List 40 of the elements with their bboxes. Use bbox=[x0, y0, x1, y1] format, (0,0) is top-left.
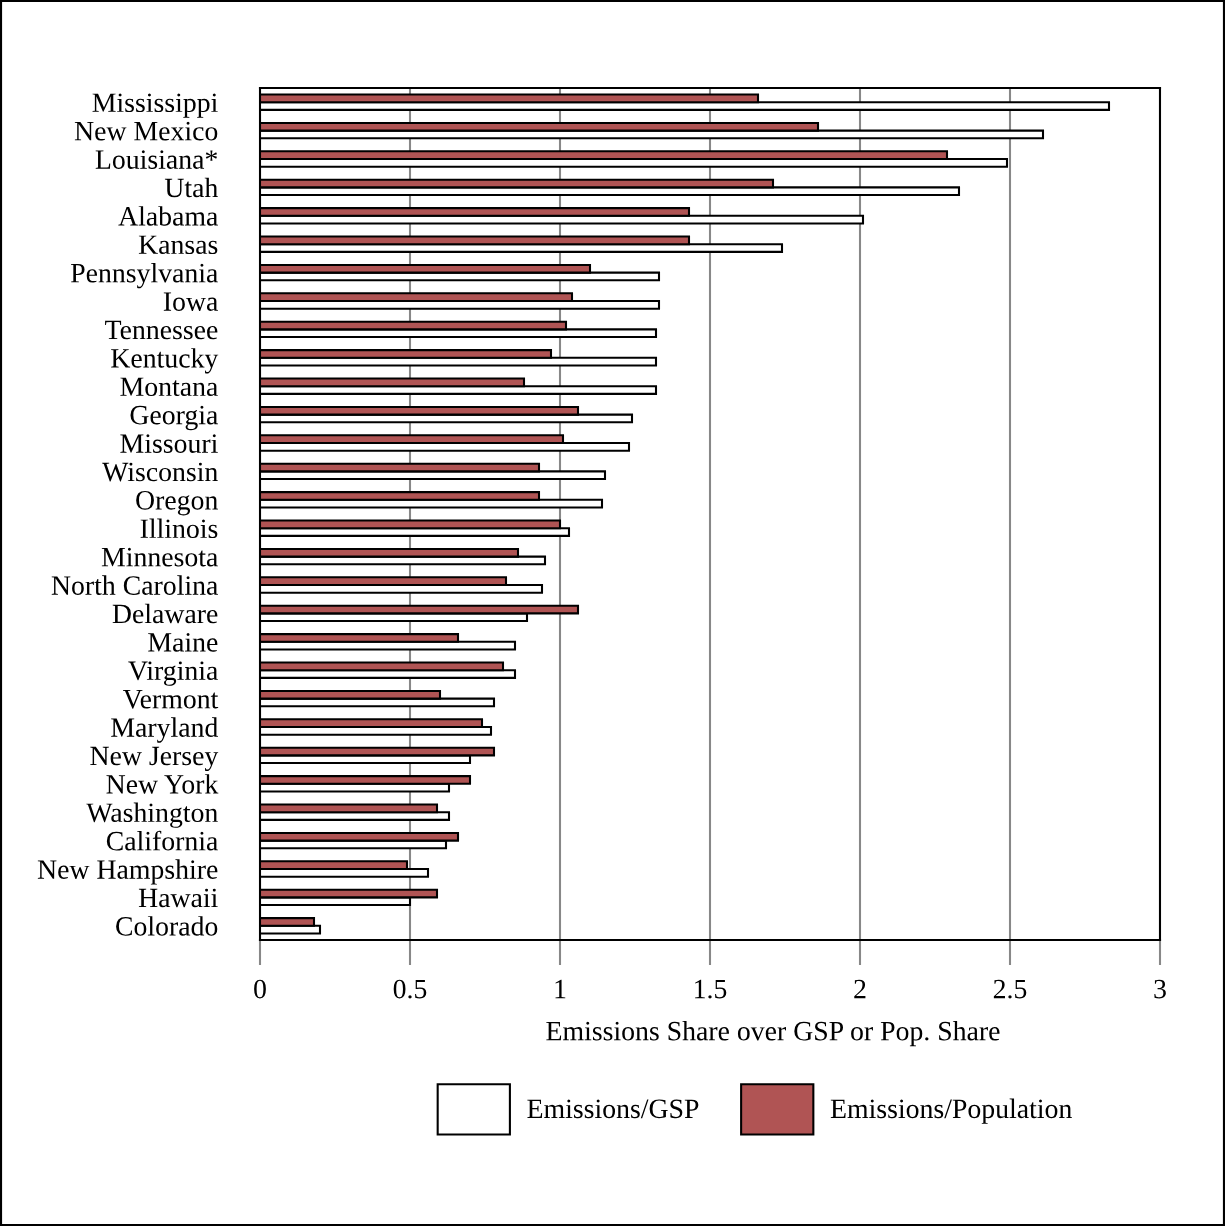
y-tick-label: Utah bbox=[164, 177, 218, 198]
x-tick-label: 3 bbox=[1154, 979, 1166, 999]
y-tick-label: Colorado bbox=[116, 916, 218, 936]
y-tick-label: Vermont bbox=[122, 690, 219, 709]
y-tick-label: Oregon bbox=[136, 491, 218, 516]
y-tick-label: Alabama bbox=[118, 206, 218, 226]
y-tick-label: Wisconsin bbox=[102, 462, 218, 482]
y-tick-label: Kansas bbox=[138, 235, 218, 255]
y-tick-label: Louisiana* bbox=[95, 150, 217, 169]
y-tick-label: Delaware bbox=[112, 603, 218, 624]
x-tick-label: 2.5 bbox=[993, 979, 1027, 999]
y-tick-label: Virginia bbox=[128, 661, 218, 686]
y-tick-label: Washington bbox=[86, 802, 218, 828]
y-tick-label: Tennessee bbox=[105, 320, 218, 340]
x-tick-label: 1.5 bbox=[695, 979, 727, 999]
y-tick-label: New Jersey bbox=[90, 746, 219, 771]
y-tick-label: Maine bbox=[148, 633, 218, 652]
y-tick-label: Kentucky bbox=[111, 348, 219, 374]
y-tick-label: Montana bbox=[120, 377, 218, 397]
x-tick-label: 0 bbox=[254, 979, 266, 999]
y-tick-label: Minnesota bbox=[101, 547, 218, 567]
y-tick-label: North Carolina bbox=[51, 575, 218, 595]
y-tick-label: Georgia bbox=[130, 405, 218, 431]
y-tick-label: Missouri bbox=[120, 434, 218, 453]
x-tick-label: 1 bbox=[555, 979, 566, 999]
y-tick-label: Pennsylvania bbox=[71, 262, 218, 289]
legend-label: Emissions/Population bbox=[830, 1098, 1072, 1124]
y-tick-label: New Mexico bbox=[74, 121, 218, 141]
x-tick-label: 0.5 bbox=[393, 979, 427, 999]
y-tick-label: New York bbox=[106, 774, 219, 794]
y-tick-label: Maryland bbox=[111, 717, 218, 743]
y-tick-label: Hawaii bbox=[138, 888, 218, 908]
legend-label: Emissions/GSP bbox=[527, 1099, 699, 1119]
y-tick-label: California bbox=[106, 830, 218, 851]
x-axis-title: Emissions Share over GSP or Pop. Share bbox=[546, 1020, 1000, 1047]
y-tick-label: Mississippi bbox=[92, 93, 218, 118]
y-tick-label: Illinois bbox=[140, 518, 218, 539]
x-tick-label: 2 bbox=[854, 979, 866, 999]
y-tick-label: Iowa bbox=[163, 292, 218, 311]
y-tick-label: New Hampshire bbox=[37, 859, 218, 885]
